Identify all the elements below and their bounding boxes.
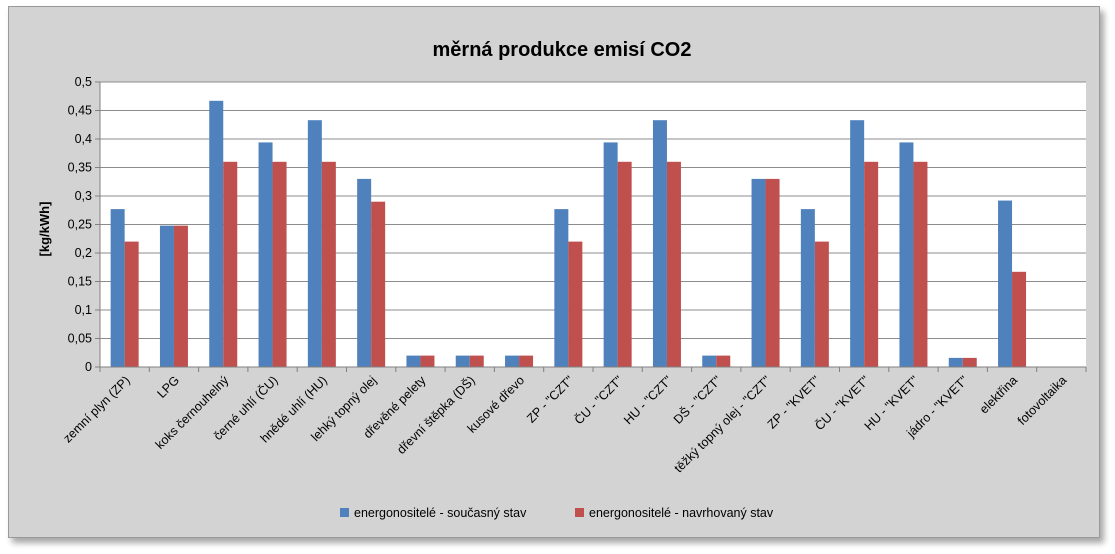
bar-proposed: [124, 241, 139, 367]
bar-proposed: [716, 355, 731, 367]
chart-frame: měrná produkce emisí CO2 [kg/kWh] 0 0,05 0…: [8, 6, 1100, 538]
y-tick-label: 0,25: [68, 218, 92, 232]
legend-label-proposed: energonositelé - navrhovaný stav: [589, 506, 774, 520]
y-tick-label: 0,15: [68, 275, 92, 289]
chart-title: měrná produkce emisí CO2: [433, 39, 692, 61]
bar-current: [307, 120, 322, 367]
bar-proposed: [223, 161, 238, 367]
bar-current: [998, 200, 1013, 367]
bar-proposed: [173, 225, 188, 367]
legend-label-current: energonositelé - současný stav: [354, 506, 527, 520]
y-tick-label: 0,1: [75, 303, 92, 317]
bar-current: [850, 120, 865, 367]
x-category-label: elektřina: [977, 373, 1020, 416]
y-tick-label: 0,2: [75, 246, 92, 260]
bar-current: [159, 225, 174, 367]
y-tick-label: 0,3: [75, 189, 92, 203]
x-category-label: ČU - "CZT": [571, 373, 626, 428]
bar-proposed: [321, 161, 336, 367]
bars: [110, 100, 1027, 367]
y-tick-label: 0,35: [68, 161, 92, 175]
x-category-label: zemní plyn (ZP): [60, 373, 132, 445]
y-tick-labels: 0 0,05 0,1 0,15 0,2 0,25 0,3 0,35 0,4 0,45 0,5: [68, 75, 92, 374]
x-category-label: LPG: [154, 373, 182, 401]
y-tick-label: 0,45: [68, 104, 92, 118]
bar-proposed: [765, 178, 780, 367]
bar-current: [258, 142, 273, 367]
bar-current: [899, 142, 914, 367]
x-category-label: fotovoltaika: [1015, 373, 1070, 428]
bar-current: [110, 209, 125, 367]
x-category-label: ZP - "CZT": [524, 373, 576, 425]
bar-current: [948, 357, 963, 367]
legend-swatch-current: [340, 508, 349, 517]
bar-proposed: [272, 161, 287, 367]
bar-current: [209, 100, 224, 367]
bar-current: [554, 209, 569, 367]
legend-swatch-proposed: [575, 508, 584, 517]
legend: energonositelé - současný stav energonos…: [340, 506, 774, 520]
y-tick-label: 0,05: [68, 332, 92, 346]
bar-current: [652, 120, 667, 367]
x-category-label: DŠ - "CZT": [670, 373, 724, 427]
bar-current: [357, 178, 372, 367]
bar-proposed: [420, 355, 435, 367]
bar-current: [800, 209, 815, 367]
bar-current: [702, 355, 717, 367]
bar-current: [505, 355, 520, 367]
bar-proposed: [568, 241, 583, 367]
bar-current: [455, 355, 470, 367]
bar-current: [751, 178, 766, 367]
y-tick-label: 0,5: [75, 75, 92, 89]
bar-proposed: [469, 355, 484, 367]
bar-proposed: [617, 161, 632, 367]
bar-proposed: [814, 241, 829, 367]
bar-proposed: [913, 161, 928, 367]
x-category-label: těžký topný olej - "CZT": [672, 373, 774, 475]
bar-proposed: [864, 161, 879, 367]
chart-svg: měrná produkce emisí CO2 [kg/kWh] 00,050…: [37, 39, 1087, 520]
bar-proposed: [1012, 271, 1027, 367]
bar-proposed: [666, 161, 681, 367]
x-category-label: HU - "CZT": [621, 373, 675, 427]
bar-proposed: [371, 201, 386, 367]
bar-proposed: [962, 357, 977, 367]
y-tick-label: 0: [85, 360, 92, 374]
bar-current: [406, 355, 421, 367]
y-axis-label: [kg/kWh]: [37, 202, 52, 257]
bar-proposed: [519, 355, 534, 367]
bar-current: [603, 142, 618, 367]
y-tick-label: 0,4: [75, 132, 92, 146]
axes: [95, 81, 1087, 372]
